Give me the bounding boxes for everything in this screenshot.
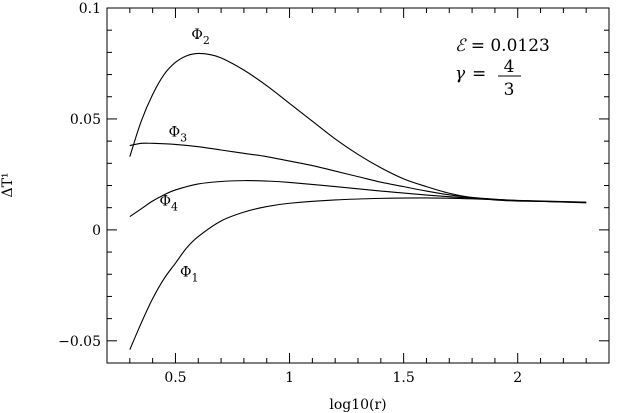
y-tick-label: −0.05 — [58, 334, 101, 350]
plot-frame — [106, 7, 610, 364]
series-line-phi4 — [129, 180, 587, 218]
gamma-equals: = — [472, 64, 486, 84]
series-line-phi2 — [129, 52, 587, 203]
y-tick-label: 0.1 — [79, 1, 101, 17]
series-line-phi1 — [129, 197, 587, 350]
gamma-denominator: 3 — [504, 80, 515, 100]
y-tick-label: 0.05 — [70, 112, 101, 128]
parameter-annotation: ℰ = 0.0123 γ = 4 3 — [455, 36, 550, 100]
series-label-phi4: Φ4 — [159, 193, 177, 213]
gamma-numerator: 4 — [504, 57, 515, 77]
series-label-phi1: Φ1 — [180, 264, 198, 284]
x-tick-label: 1.5 — [393, 370, 415, 386]
x-tick-label: 0.5 — [164, 370, 186, 386]
curve-labels: Φ1 Φ2 Φ3 Φ4 — [159, 27, 209, 284]
series-label-phi2: Φ2 — [191, 27, 209, 47]
epsilon-annotation: ℰ = 0.0123 — [455, 36, 550, 56]
series-label-phi3: Φ3 — [169, 125, 187, 145]
gamma-symbol: γ — [455, 64, 466, 84]
x-tick-label: 2 — [513, 370, 522, 386]
curves — [129, 52, 587, 350]
x-tick-label: 1 — [285, 370, 294, 386]
epsilon-symbol: ℰ — [455, 36, 467, 56]
axis-ticks: 0.5 1 1.5 2 −0.05 0 0.05 0.1 — [58, 1, 609, 386]
y-axis-label: ΔT¹ — [0, 172, 16, 197]
series-line-phi3 — [129, 142, 587, 204]
x-axis-label: log10(r) — [329, 397, 386, 413]
y-tick-label: 0 — [92, 223, 101, 239]
epsilon-value: = 0.0123 — [465, 36, 550, 56]
